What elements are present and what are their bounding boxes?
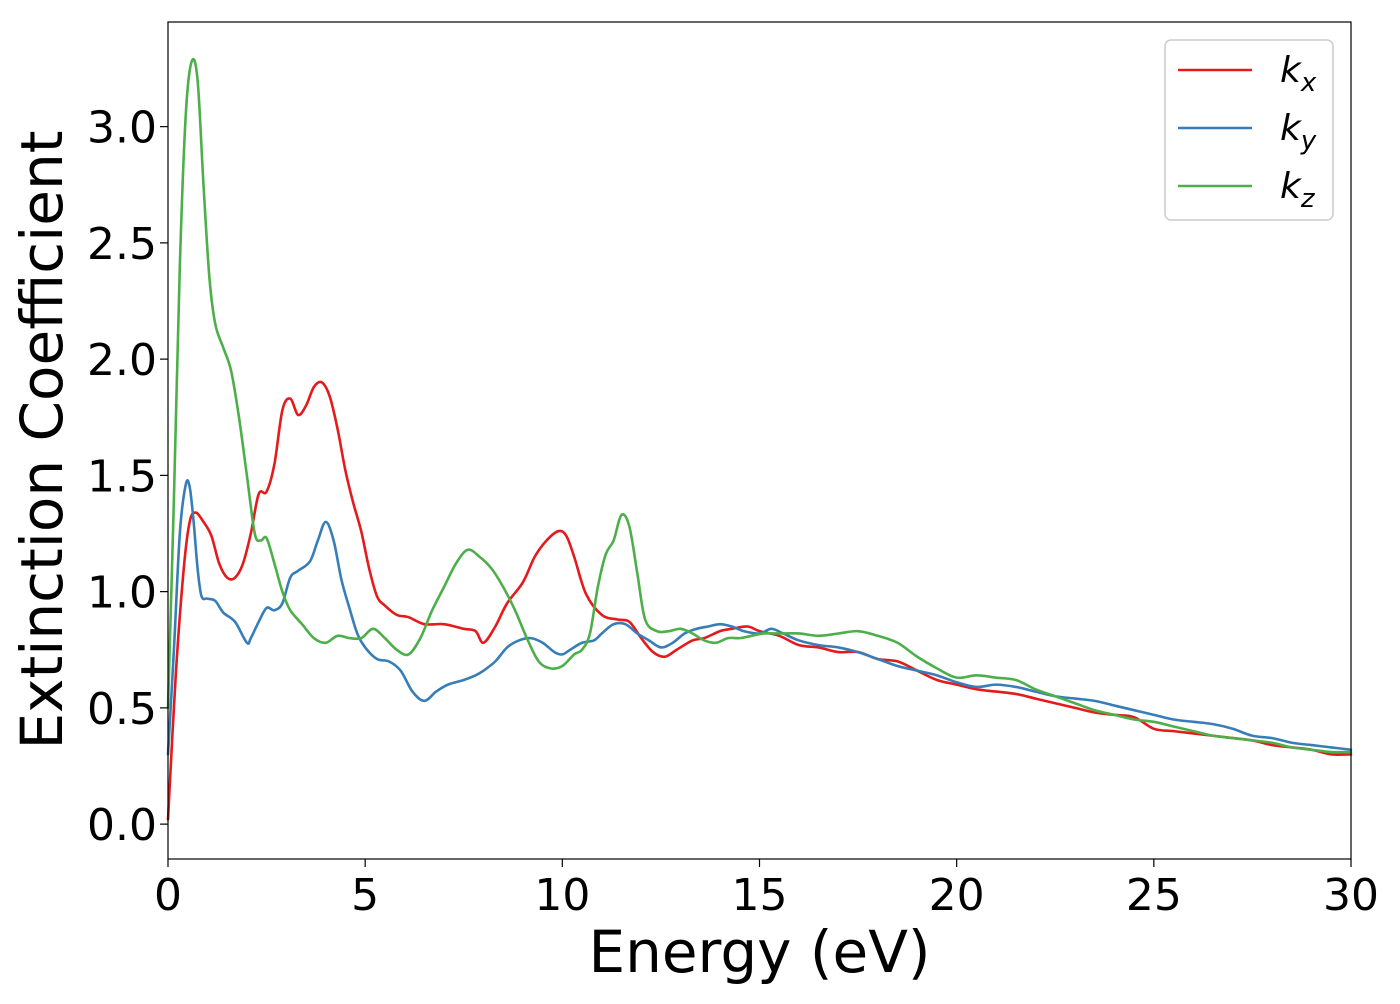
legend-subscript-kx: x: [1300, 68, 1317, 98]
legend-box: [1164, 39, 1334, 221]
y-tick-label: 1.5: [87, 451, 157, 502]
x-tick-label: 20: [929, 870, 985, 921]
y-tick-label: 2.0: [87, 335, 157, 386]
series-lines: [166, 57, 1353, 821]
x-tick-label: 15: [732, 870, 788, 921]
x-tick-label: 0: [154, 870, 182, 921]
x-axis-label: Energy (eV): [588, 918, 930, 986]
x-tick-label: 30: [1323, 870, 1379, 921]
x-tick-label: 10: [534, 870, 590, 921]
x-axis-ticks: 0 5 10 15 20 25 30: [154, 859, 1379, 921]
series-line-kz: [166, 57, 1353, 754]
y-tick-label: 2.5: [87, 219, 157, 270]
y-axis-label: Extinction Coefficient: [8, 131, 76, 750]
x-tick-label: 25: [1126, 870, 1182, 921]
x-tick-label: 5: [351, 870, 379, 921]
y-tick-label: 1.0: [87, 568, 157, 619]
y-tick-label: 0.0: [87, 800, 157, 851]
legend-subscript-ky: y: [1300, 126, 1317, 156]
y-tick-label: 3.0: [87, 103, 157, 154]
legend-subscript-kz: z: [1300, 184, 1316, 214]
y-axis-ticks: 0.0 0.5 1.0 1.5 2.0 2.5 3.0: [87, 103, 168, 851]
y-tick-label: 0.5: [87, 684, 157, 735]
series-line-kx: [166, 380, 1353, 821]
